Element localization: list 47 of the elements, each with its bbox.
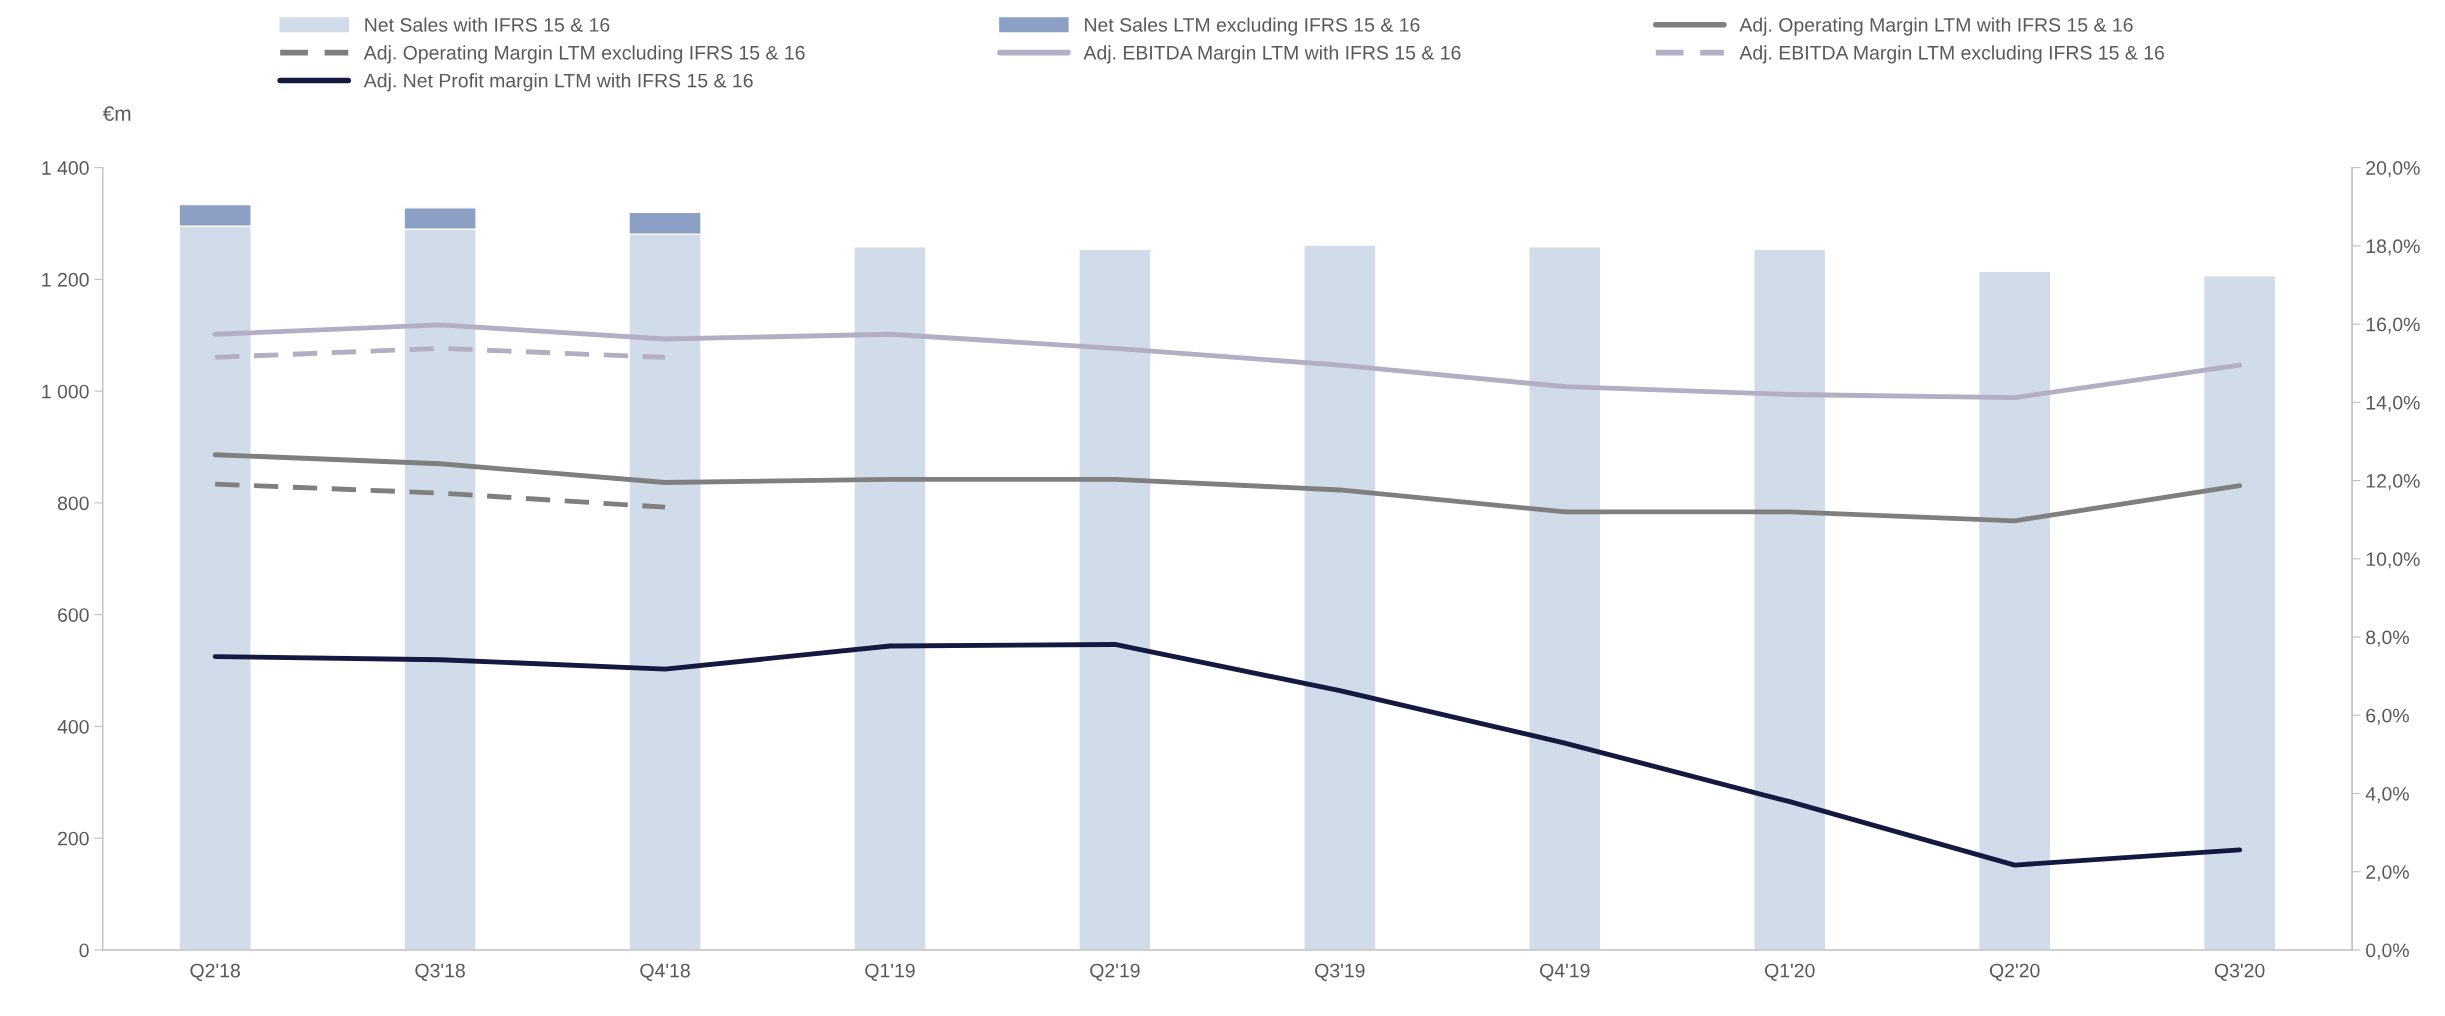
legend-label: Net Sales with IFRS 15 & 16 [365,17,610,32]
bar [1303,244,1377,950]
y2-tick-label: 20,0% [2366,161,2420,178]
y2-tick-label: 6,0% [2366,708,2409,725]
y2-tick-label: 12,0% [2366,474,2420,491]
y2-tick-label: 18,0% [2366,239,2420,256]
legend-label: Adj. Operating Margin LTM excluding IFRS 15 & 16 [363,45,805,64]
x-tick-label: Q4'19 [1540,963,1590,981]
y2-tick-label: 8,0% [2366,630,2409,647]
legend-label: Adj. EBITDA Margin LTM with IFRS 15 & 16 [1083,45,1461,64]
y-tick-label: 1 400 [42,161,89,175]
y2-tick-label: 10,0% [2366,552,2420,569]
y-tick-label: 1 000 [42,384,89,399]
line-series [212,642,2243,868]
y-tick-label: 400 [57,719,89,734]
y-tick-label: 200 [58,831,89,846]
legend-label: Adj. Operating Margin LTM with IFRS 15 & 16 [1739,17,2133,36]
bar [2202,274,2277,950]
x-tick-label: Q3'20 [2214,963,2265,981]
x-tick-label: Q2'18 [190,963,240,981]
y2-tick-label: 16,0% [2366,317,2420,334]
legend-label: Adj. Net Profit margin LTM with IFRS 15 & 16 [363,73,753,92]
x-tick-label: Q1'20 [1765,963,1815,981]
x-tick-label: Q3'18 [415,963,465,981]
y-tick-label: 800 [57,496,89,511]
line-series [212,322,2243,401]
y-tick-label: 600 [58,608,89,622]
bar [1528,245,1602,950]
y2-tick-label: 14,0% [2366,395,2420,412]
y2-tick-label: 2,0% [2366,865,2409,882]
legend-label: Net Sales LTM excluding IFRS 15 & 16 [1085,17,1420,36]
x-tick-label: Q2'19 [1090,963,1140,981]
legend-label: Adj. EBITDA Margin LTM excluding IFRS 15 & 16 [1739,45,2164,64]
y-tick-label: 0 [79,943,89,958]
y-axis-title: €m [102,106,131,121]
bar [1078,248,1152,950]
line-series [212,452,2243,524]
x-tick-label: Q3'19 [1315,963,1365,981]
bar [1977,270,2052,950]
y-tick-label: 1 200 [42,272,89,287]
x-tick-label: Q2'20 [1989,963,2040,981]
bar [1753,248,1827,950]
x-tick-label: Q4'18 [640,963,690,981]
y2-tick-label: 4,0% [2365,786,2409,804]
bar [853,245,927,950]
x-tick-label: Q1'19 [865,963,915,981]
y2-tick-label: 0,0% [2366,943,2409,960]
